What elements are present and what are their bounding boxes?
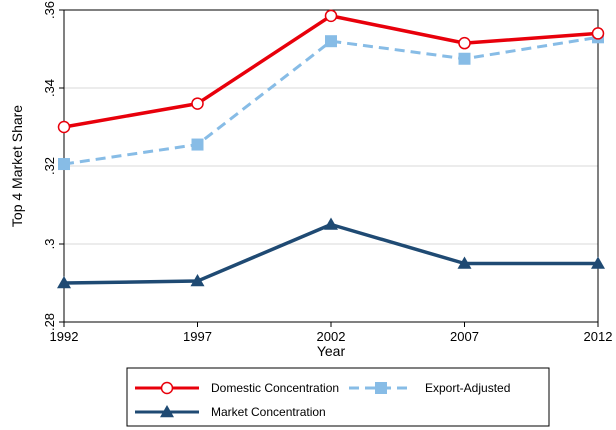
x-tick-label: 2012	[584, 329, 613, 344]
legend-label: Export-Adjusted	[425, 381, 510, 395]
legend: Domestic Concentration Export-Adjusted Mar…	[126, 367, 550, 427]
data-point	[591, 27, 605, 40]
y-tick-label: .28	[42, 313, 57, 331]
data-point	[58, 158, 70, 171]
series-layer	[57, 9, 605, 289]
legend-item: Export-Adjusted	[349, 381, 510, 395]
data-point	[57, 276, 71, 289]
data-point	[457, 256, 472, 269]
data-point	[191, 138, 204, 151]
legend-swatch-marker	[375, 382, 387, 394]
legend-item: Domestic Concentration	[135, 381, 339, 395]
data-point	[190, 274, 205, 287]
series-0	[57, 9, 605, 134]
series-2	[57, 217, 605, 289]
x-tick-label: 2002	[317, 329, 346, 344]
y-tick-label: .3	[42, 239, 57, 250]
grid-layer	[64, 9, 598, 323]
y-axis-title: Top 4 Market Share	[9, 105, 25, 227]
legend-label: Market Concentration	[211, 405, 326, 419]
axes-layer: .28 .3 .32 .34 .36 1992 1997 2002 2007 2012	[42, 1, 612, 344]
data-point	[324, 9, 338, 23]
data-point	[458, 36, 471, 50]
x-axis-title: Year	[317, 343, 346, 359]
x-tick-label: 1992	[50, 329, 79, 344]
legend-item: Market Concentration	[135, 405, 326, 419]
series-line	[63, 222, 598, 285]
x-tick-label: 1997	[183, 329, 212, 344]
data-point	[324, 217, 338, 230]
legend-swatch-marker	[160, 405, 174, 418]
data-point	[57, 120, 71, 134]
data-point	[458, 52, 471, 65]
legend-box	[126, 367, 550, 427]
x-tick-label: 2007	[450, 329, 479, 344]
series-line	[63, 14, 599, 129]
y-tick-label: .32	[42, 157, 57, 175]
data-point	[191, 97, 204, 110]
labels-layer: Year Top 4 Market Share	[9, 105, 345, 359]
y-tick-label: .34	[42, 79, 57, 97]
legend-label: Domestic Concentration	[211, 381, 339, 395]
y-tick-label: .36	[42, 1, 57, 19]
data-point	[325, 35, 337, 48]
legend-swatch-marker	[160, 381, 174, 395]
series-1	[58, 31, 604, 171]
data-point	[591, 256, 605, 269]
series-line	[63, 35, 599, 166]
